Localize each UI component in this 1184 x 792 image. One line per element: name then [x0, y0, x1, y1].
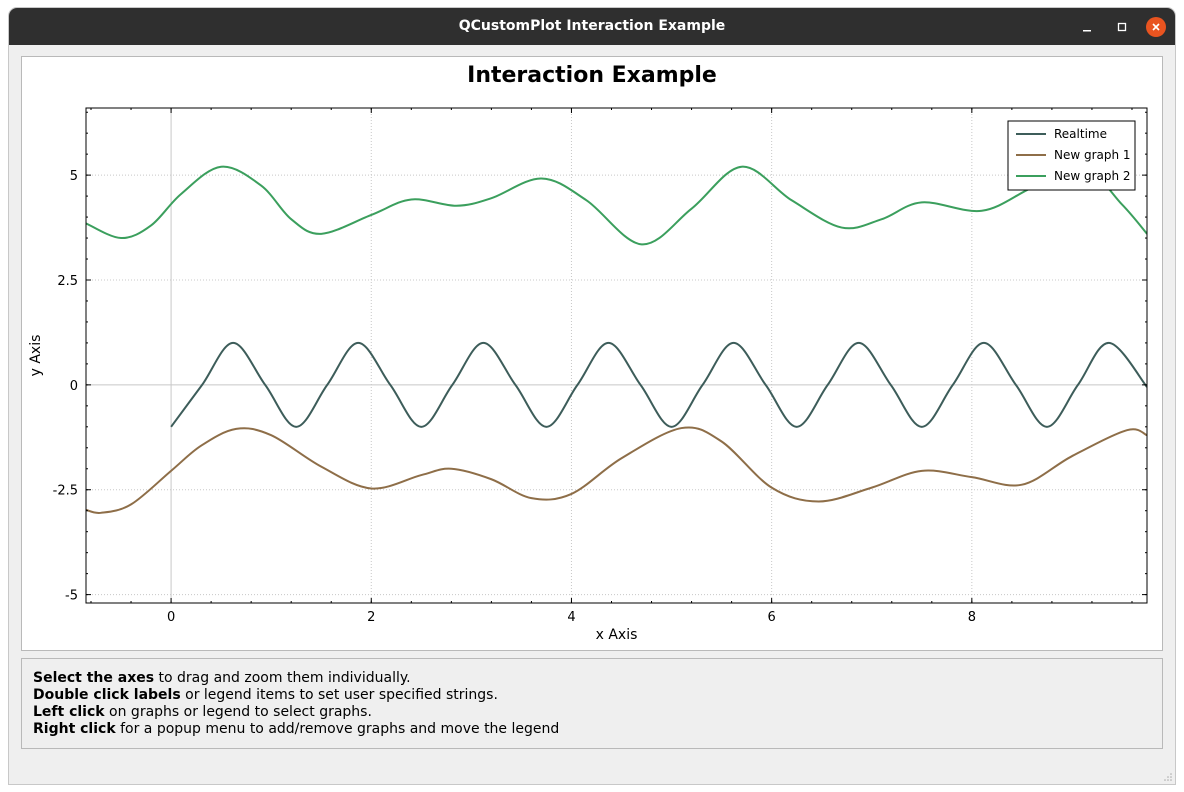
legend-item-3[interactable]: New graph 2	[1054, 169, 1131, 183]
legend[interactable]: Realtime New graph 1 New graph 2	[1007, 120, 1136, 191]
minimize-icon	[1083, 30, 1091, 32]
plot-title[interactable]: Interaction Example	[467, 63, 717, 88]
y-tick-label: -5	[65, 589, 78, 604]
series-line-1[interactable]	[170, 341, 1147, 428]
maximize-button[interactable]	[1112, 17, 1132, 37]
y-tick-label: 2.5	[57, 274, 78, 289]
instruction-3-bold: Left click	[33, 704, 105, 720]
instruction-1-bold: Select the axes	[33, 670, 155, 686]
axis-rect[interactable]	[85, 107, 1148, 604]
instruction-2-text: or legend items to set user specified st…	[180, 687, 498, 703]
axis-ticks	[86, 108, 1147, 603]
instruction-1-text: to drag and zoom them individually.	[154, 670, 411, 686]
custom-plot[interactable]: Interaction Example 0 2 4 6 8 -5 -2.5 0 2.5 5 x A…	[21, 56, 1163, 651]
y-tick-label: 0	[70, 379, 78, 394]
instruction-line-4: Right click for a popup menu to add/remo…	[33, 721, 559, 737]
instruction-4-text: for a popup menu to add/remove graphs an…	[115, 721, 560, 737]
series-line-2[interactable]	[86, 426, 1147, 514]
instruction-2-bold: Double click labels	[33, 687, 181, 703]
x-tick-label: 0	[167, 610, 175, 625]
legend-item-1[interactable]: Realtime	[1054, 127, 1107, 141]
plot-canvas[interactable]: Interaction Example 0 2 4 6 8 -5 -2.5 0 2.5 5 x A…	[22, 57, 1162, 650]
x-axis-label[interactable]: x Axis	[596, 627, 638, 643]
instruction-line-1: Select the axes to drag and zoom them in…	[33, 670, 411, 686]
series-line-3[interactable]	[86, 165, 1147, 246]
instruction-4-bold: Right click	[33, 721, 116, 737]
series-layer[interactable]	[86, 165, 1147, 514]
y-axis-label[interactable]: y Axis	[28, 335, 44, 377]
resize-grip-icon[interactable]	[1163, 772, 1173, 782]
title-bar[interactable]: QCustomPlot Interaction Example	[9, 8, 1175, 45]
y-tick-label: -2.5	[53, 484, 78, 499]
x-tick-label: 2	[367, 610, 375, 625]
grid-lines	[86, 108, 1147, 603]
close-icon	[1152, 23, 1160, 31]
app-window: QCustomPlot Interaction Example Interact…	[9, 8, 1175, 784]
instruction-line-3: Left click on graphs or legend to select…	[33, 704, 372, 720]
tick-labels: 0 2 4 6 8 -5 -2.5 0 2.5 5	[53, 169, 976, 625]
x-tick-label: 8	[968, 610, 976, 625]
instructions-box: Select the axes to drag and zoom them in…	[21, 658, 1163, 749]
maximize-icon	[1117, 22, 1127, 32]
window-title: QCustomPlot Interaction Example	[458, 18, 726, 34]
instruction-line-2: Double click labels or legend items to s…	[33, 687, 498, 703]
minimize-button[interactable]	[1077, 17, 1097, 37]
close-button[interactable]	[1146, 17, 1166, 37]
y-tick-label: 5	[70, 169, 78, 184]
instruction-3-text: on graphs or legend to select graphs.	[104, 704, 372, 720]
legend-item-2[interactable]: New graph 1	[1054, 148, 1131, 162]
x-tick-label: 6	[768, 610, 776, 625]
x-tick-label: 4	[567, 610, 575, 625]
